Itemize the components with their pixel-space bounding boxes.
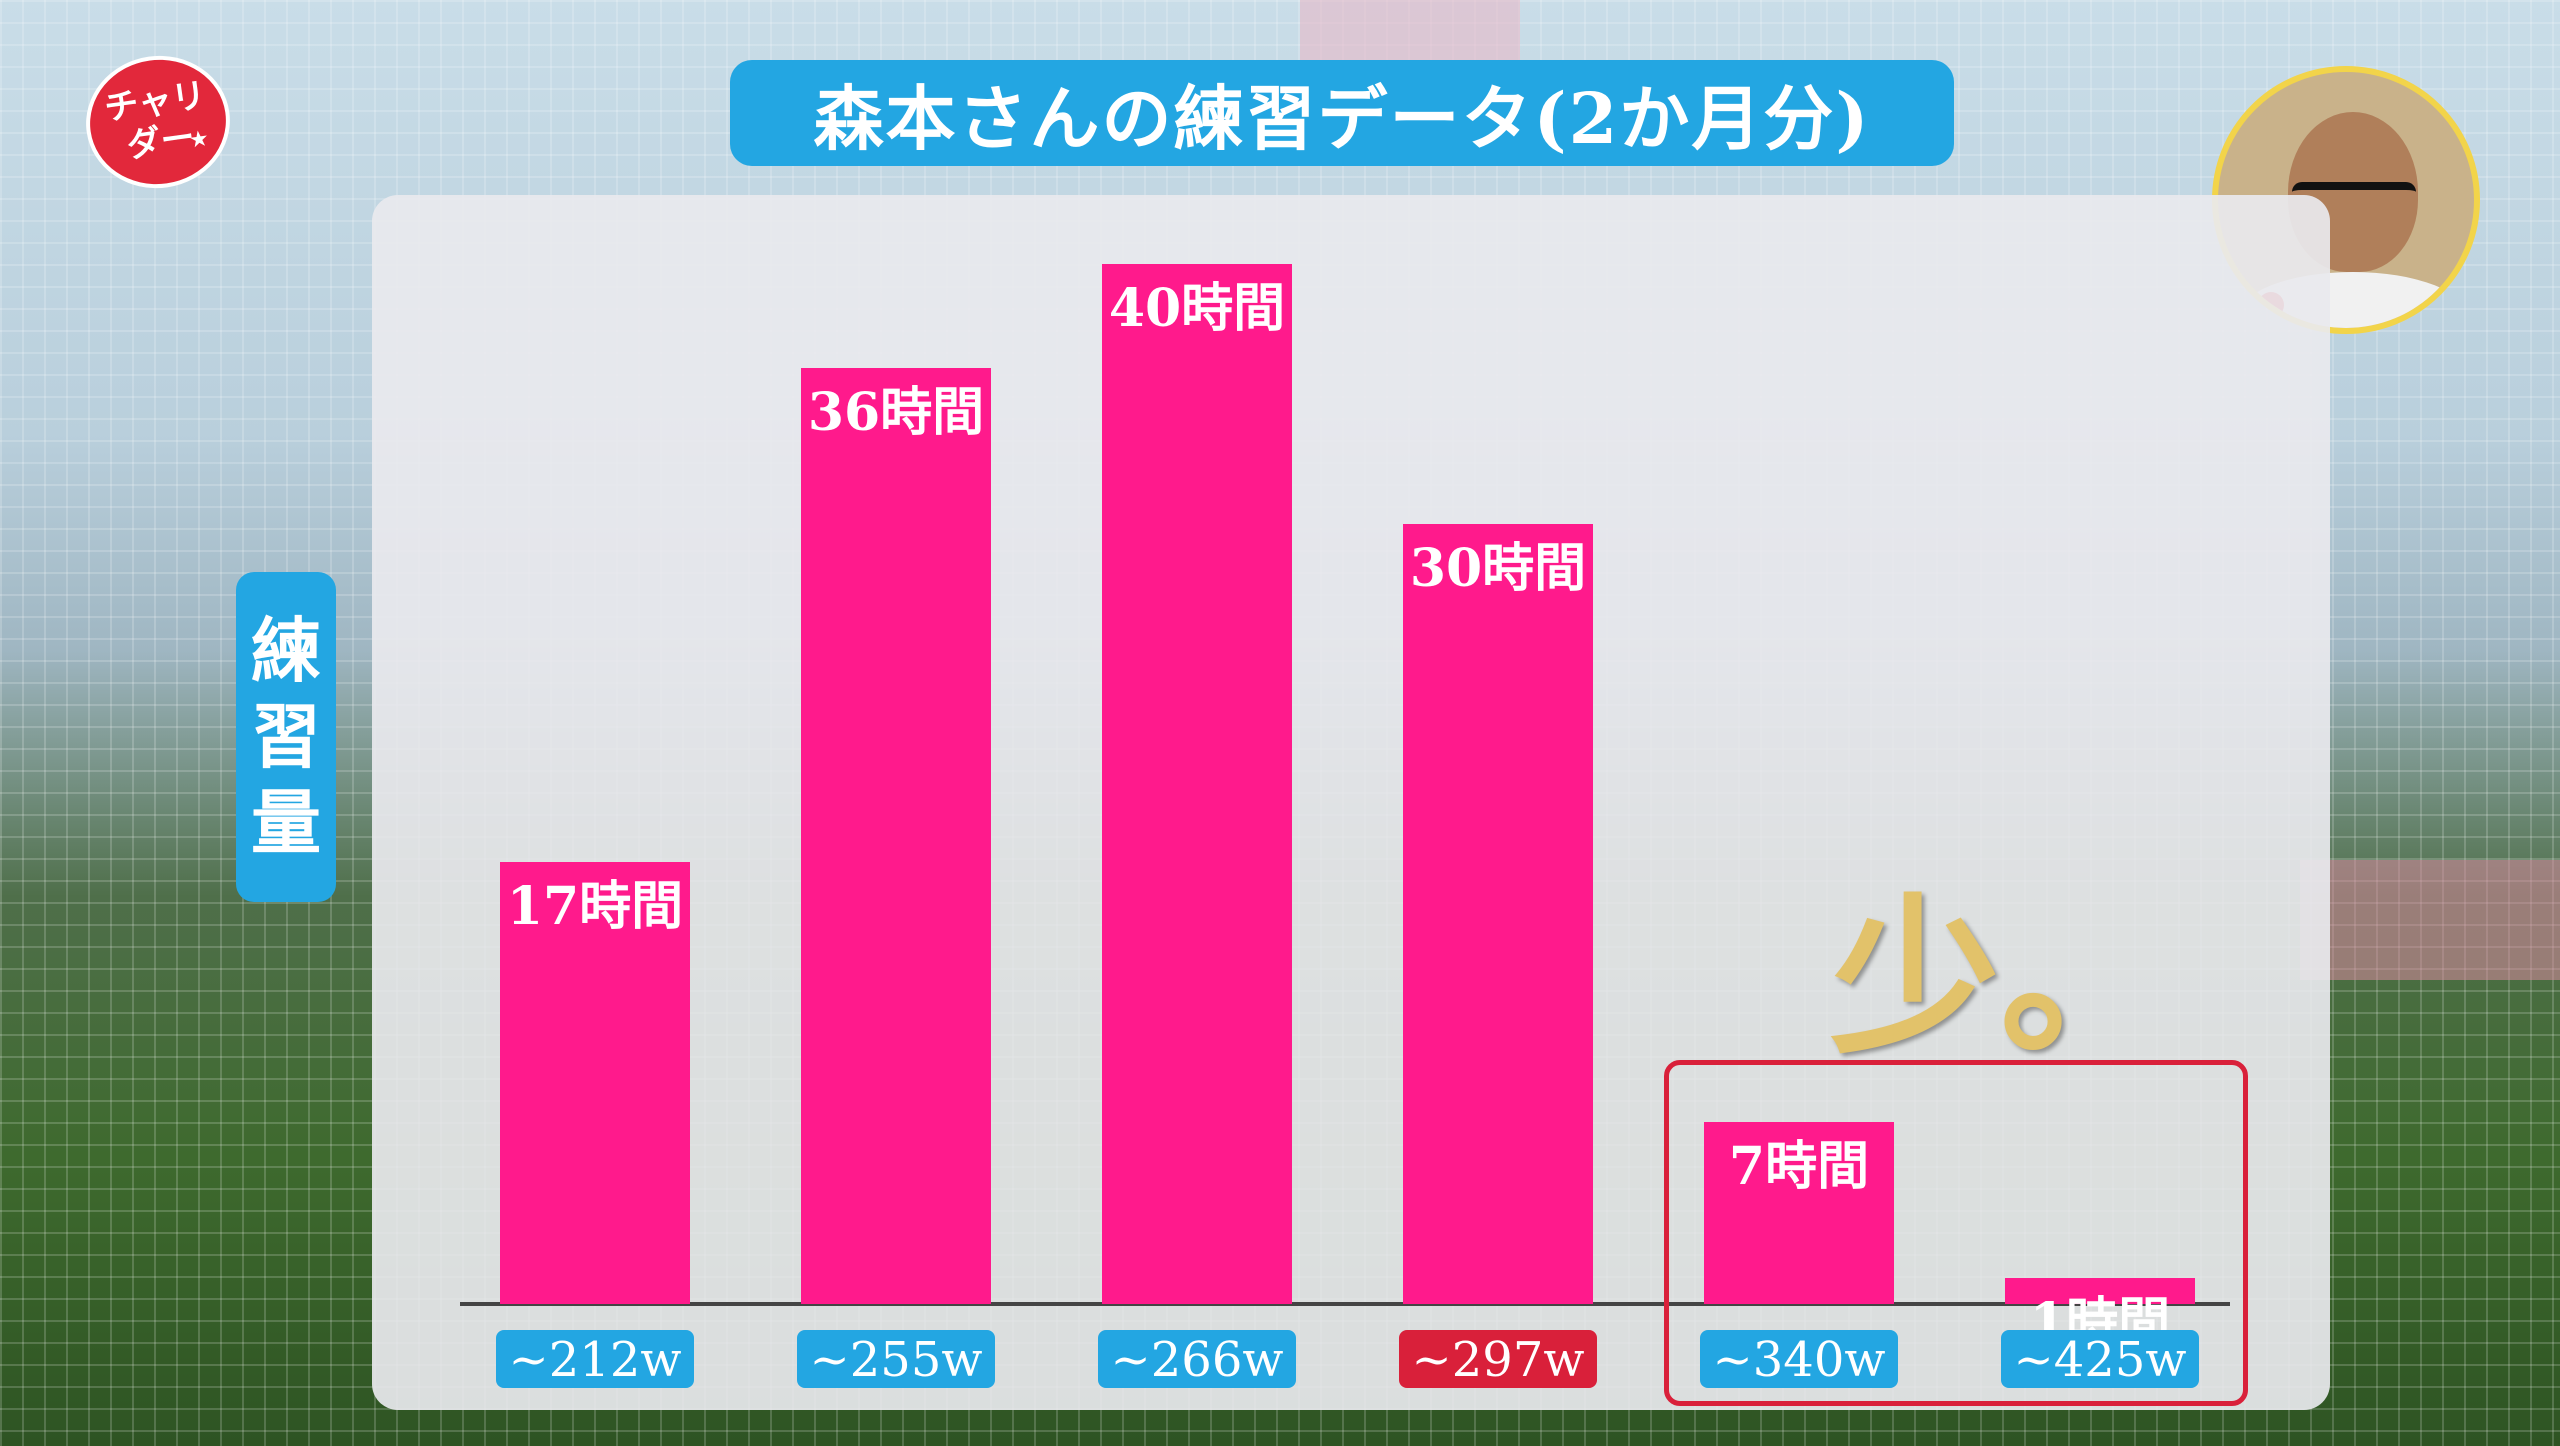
x-tick-tag — [1399, 1330, 1597, 1388]
bar-value-label: 7時間 — [1729, 1136, 1869, 1197]
bar — [500, 862, 690, 1304]
emphasis-annotation: 少。 — [1830, 878, 2171, 1078]
bar-value-label: 40時間 — [1109, 278, 1285, 339]
low-volume-highlight-box — [1664, 1060, 2248, 1406]
x-tick-label: ~297w — [1412, 1332, 1585, 1388]
chart-title: 森本さんの練習データ(2か月分) — [730, 60, 1954, 166]
bar-value-label: 30時間 — [1410, 538, 1586, 599]
x-tick-tag — [1098, 1330, 1296, 1388]
x-tick-tag — [797, 1330, 995, 1388]
y-axis-label: 練 習 量 — [236, 572, 336, 902]
x-tick-tag — [2001, 1330, 2199, 1388]
bar — [1704, 1122, 1894, 1304]
x-tick-label: ~340w — [1713, 1332, 1886, 1388]
x-tick-label: ~266w — [1111, 1332, 1284, 1388]
bar — [1102, 264, 1292, 1304]
x-tick-label: ~255w — [810, 1332, 983, 1388]
bar — [1403, 524, 1593, 1304]
avatar-glasses — [2292, 182, 2416, 218]
y-axis-label-char: 習 — [251, 695, 321, 778]
bar-value-label: 17時間 — [507, 876, 683, 937]
x-tick-label: ~425w — [2014, 1332, 2187, 1388]
x-tick-tag — [496, 1330, 694, 1388]
background-pink-patch-top — [1300, 0, 1520, 60]
y-axis-label-char: 練 — [251, 609, 321, 692]
bar — [801, 368, 991, 1304]
y-axis-label-char: 量 — [251, 781, 321, 864]
bar — [2005, 1278, 2195, 1304]
background-pink-patch — [2300, 860, 2560, 980]
chart-panel — [372, 195, 2330, 1410]
avatar-shirt-dot — [2418, 302, 2444, 328]
bar-value-label: 36時間 — [808, 382, 984, 443]
x-tick-tag — [1700, 1330, 1898, 1388]
x-tick-label: ~212w — [509, 1332, 682, 1388]
